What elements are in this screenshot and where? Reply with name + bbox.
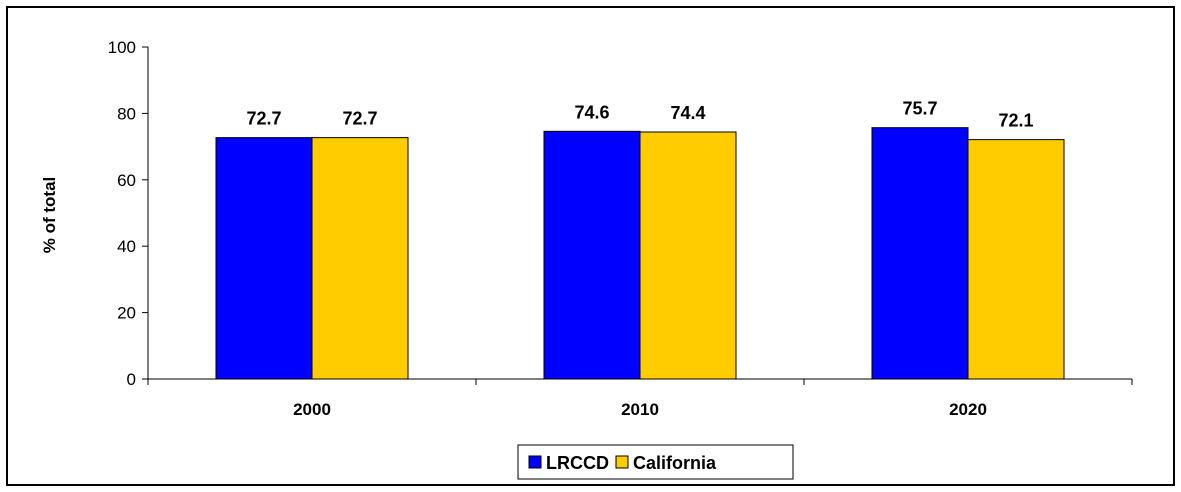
bars	[215, 127, 1065, 380]
data-label: 74.4	[670, 103, 705, 123]
legend: LRCCD California	[517, 444, 794, 480]
y-axis-title: % of total	[40, 177, 59, 254]
y-tick-label: 100	[108, 38, 136, 57]
bar-california-2020	[967, 139, 1065, 380]
bar-lrccd-2010	[543, 130, 641, 380]
data-labels: 72.7 72.7 74.6 74.4 75.7 72.1	[246, 99, 1033, 131]
legend-swatch-california	[615, 455, 629, 469]
legend-label-california: California	[633, 453, 717, 473]
data-label: 72.7	[246, 109, 281, 129]
data-label: 74.6	[574, 102, 609, 122]
bar-california-2010	[639, 131, 737, 380]
y-tick-label: 60	[117, 171, 136, 190]
chart-frame: 0 20 40 60 80 100 2000 2010 2020 72.7 72.7 74.6 74…	[6, 6, 1175, 486]
x-category-label: 2020	[949, 400, 987, 419]
data-label: 72.7	[342, 109, 377, 129]
legend-label-lrccd: LRCCD	[546, 453, 609, 473]
y-tick-label: 20	[117, 304, 136, 323]
x-category-label: 2010	[621, 400, 659, 419]
bar-lrccd-2000	[215, 137, 313, 380]
y-tick-label: 0	[127, 370, 136, 389]
y-axis: 0 20 40 60 80 100	[108, 38, 149, 389]
legend-swatch-lrccd	[528, 455, 542, 469]
x-axis: 2000 2010 2020	[147, 378, 1133, 419]
x-category-label: 2000	[293, 400, 331, 419]
bar-california-2000	[311, 137, 409, 380]
data-label: 72.1	[998, 111, 1033, 131]
y-tick-label: 80	[117, 104, 136, 123]
data-label: 75.7	[902, 99, 937, 119]
legend-box	[517, 444, 794, 480]
bar-chart: 0 20 40 60 80 100 2000 2010 2020 72.7 72.7 74.6 74…	[40, 38, 1133, 480]
bar-lrccd-2020	[871, 127, 969, 380]
y-tick-label: 40	[117, 237, 136, 256]
